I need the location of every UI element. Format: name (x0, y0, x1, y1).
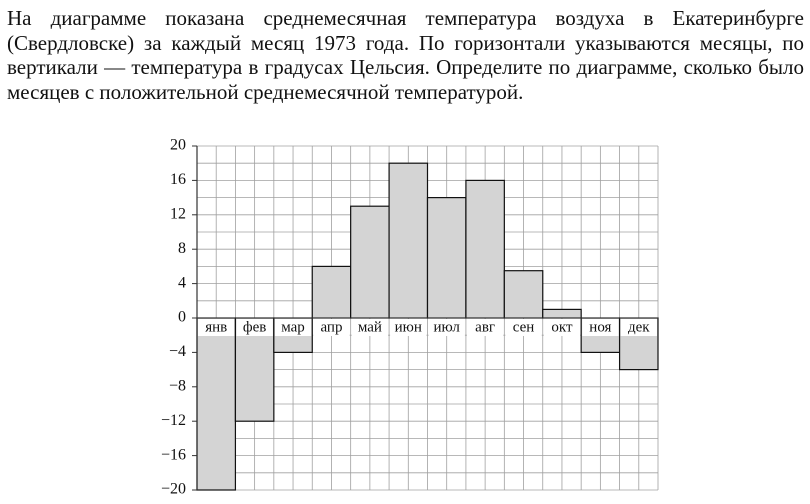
y-tick-label: −12 (161, 412, 186, 429)
bar (542, 308, 582, 319)
bar (196, 317, 237, 491)
label-box (313, 319, 350, 336)
label-box (198, 319, 235, 336)
bar (350, 205, 390, 319)
x-tick-label: авг (475, 319, 495, 335)
bar (311, 265, 352, 319)
label-box (620, 319, 657, 336)
bar (426, 197, 467, 319)
label-box (274, 319, 312, 336)
problem-text: На диаграмме показана среднемесячная тем… (7, 6, 804, 104)
x-tick-label: май (358, 319, 382, 335)
x-tick-label: янв (205, 319, 227, 335)
x-tick-label: мар (281, 319, 305, 335)
y-tick-label: 8 (178, 240, 186, 257)
label-box (351, 319, 389, 336)
x-tick-label: фев (243, 319, 266, 335)
y-tick-label: 0 (178, 309, 186, 326)
bar (465, 179, 505, 319)
label-box (543, 319, 581, 336)
x-tick-label: апр (320, 319, 342, 335)
y-tick-label: 12 (170, 205, 186, 222)
label-box (236, 319, 273, 336)
label-box (505, 319, 542, 336)
y-tick-label: −16 (161, 446, 186, 463)
x-tick-label: июн (395, 319, 422, 335)
bar (503, 270, 544, 319)
y-tick-label: −20 (161, 481, 186, 498)
x-tick-label: дек (628, 319, 650, 335)
x-tick-label: сен (513, 319, 535, 335)
y-tick-label: −4 (169, 343, 186, 360)
label-box (466, 319, 504, 336)
label-box (582, 319, 619, 336)
y-tick-label: −8 (169, 377, 186, 394)
y-tick-label: 4 (178, 274, 186, 291)
x-tick-label: июл (434, 319, 461, 335)
y-tick-label: 16 (170, 171, 186, 188)
label-box (390, 319, 427, 336)
label-box (428, 319, 465, 336)
x-tick-label: ноя (589, 319, 611, 335)
x-tick-label: окт (551, 319, 573, 335)
bar (388, 162, 429, 319)
y-tick-label: 20 (170, 137, 186, 154)
